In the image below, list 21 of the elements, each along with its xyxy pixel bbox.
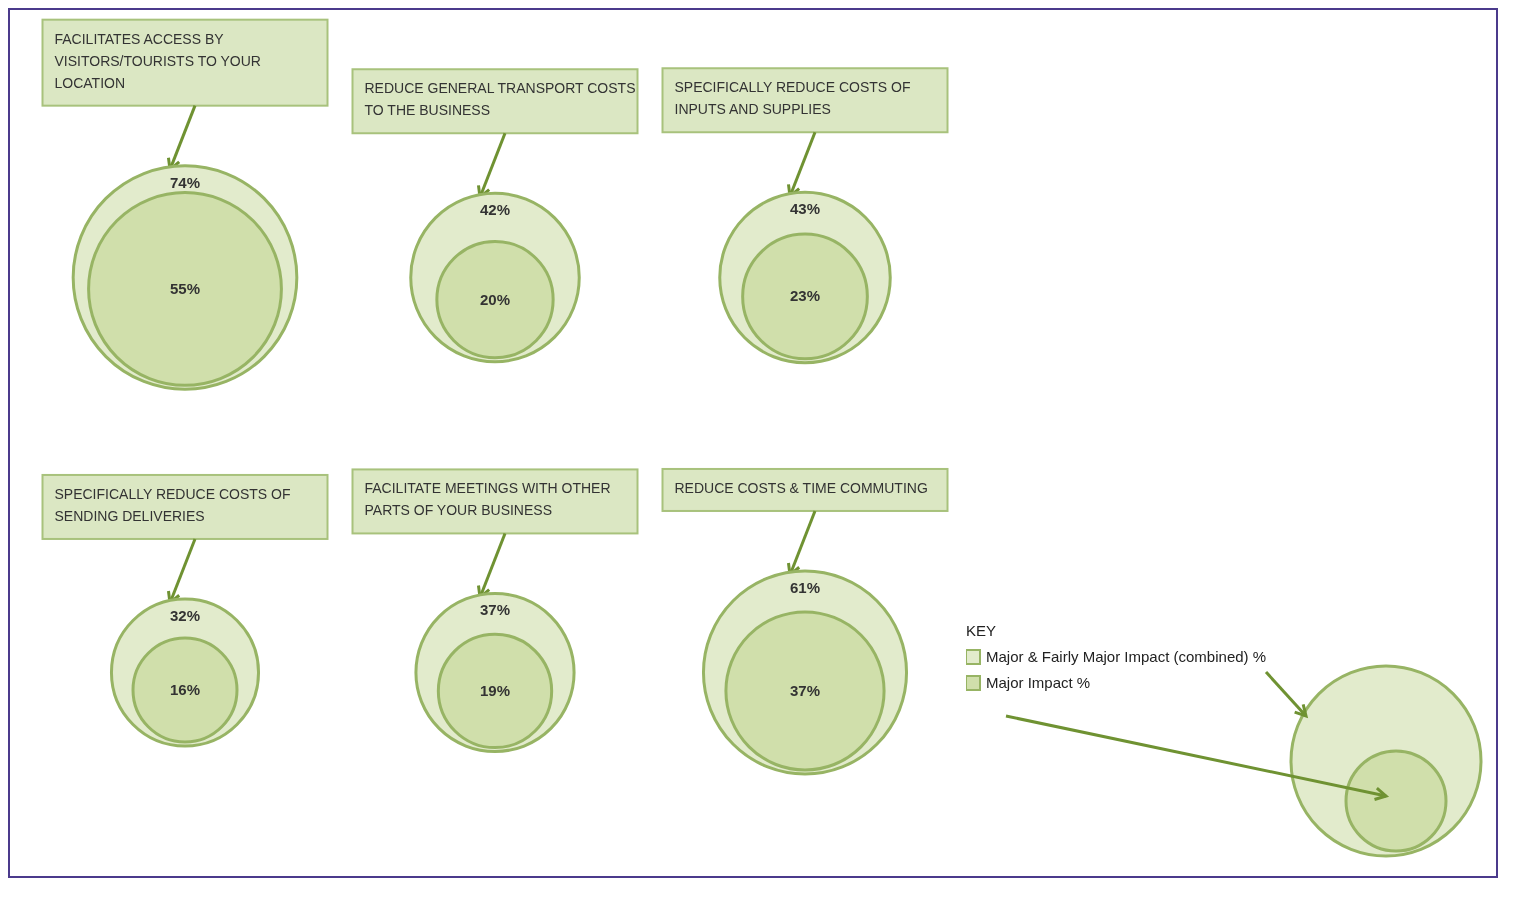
data-label: 74% bbox=[169, 173, 201, 191]
data-label: 16% bbox=[169, 681, 201, 699]
data-label: 55% bbox=[169, 279, 201, 297]
data-label: 23% bbox=[789, 287, 821, 305]
category-label: REDUCE COSTS & TIME COMMUTING bbox=[674, 479, 928, 496]
category-label: FACILITATES ACCESS BY VISITORS/TOURISTS TO YOUR LOCATION bbox=[54, 30, 261, 91]
data-label: 32% bbox=[169, 606, 201, 624]
category-label: SPECIFICALLY REDUCE COSTS OF INPUTS AND SUPPLIES bbox=[674, 79, 911, 118]
data-label: 43% bbox=[789, 200, 821, 218]
data-label: 37% bbox=[789, 681, 821, 699]
data-label: 20% bbox=[479, 290, 511, 308]
category-label: REDUCE GENERAL TRANSPORT COSTS TO THE BUSINESS bbox=[364, 80, 636, 119]
data-label: 37% bbox=[479, 601, 511, 619]
legend-title: KEY bbox=[966, 622, 997, 639]
data-label: 61% bbox=[789, 578, 821, 596]
legend-label: Major Impact % bbox=[986, 674, 1091, 691]
category-label: FACILITATE MEETINGS WITH OTHER PARTS OF YOUR BUSINESS bbox=[364, 480, 611, 519]
category-label: SPECIFICALLY REDUCE COSTS OF SENDING DELIVERIES bbox=[54, 485, 291, 524]
data-label: 42% bbox=[479, 201, 511, 219]
data-label: 19% bbox=[479, 681, 511, 699]
legend-label: Major & Fairly Major Impact (combined) % bbox=[986, 648, 1267, 665]
